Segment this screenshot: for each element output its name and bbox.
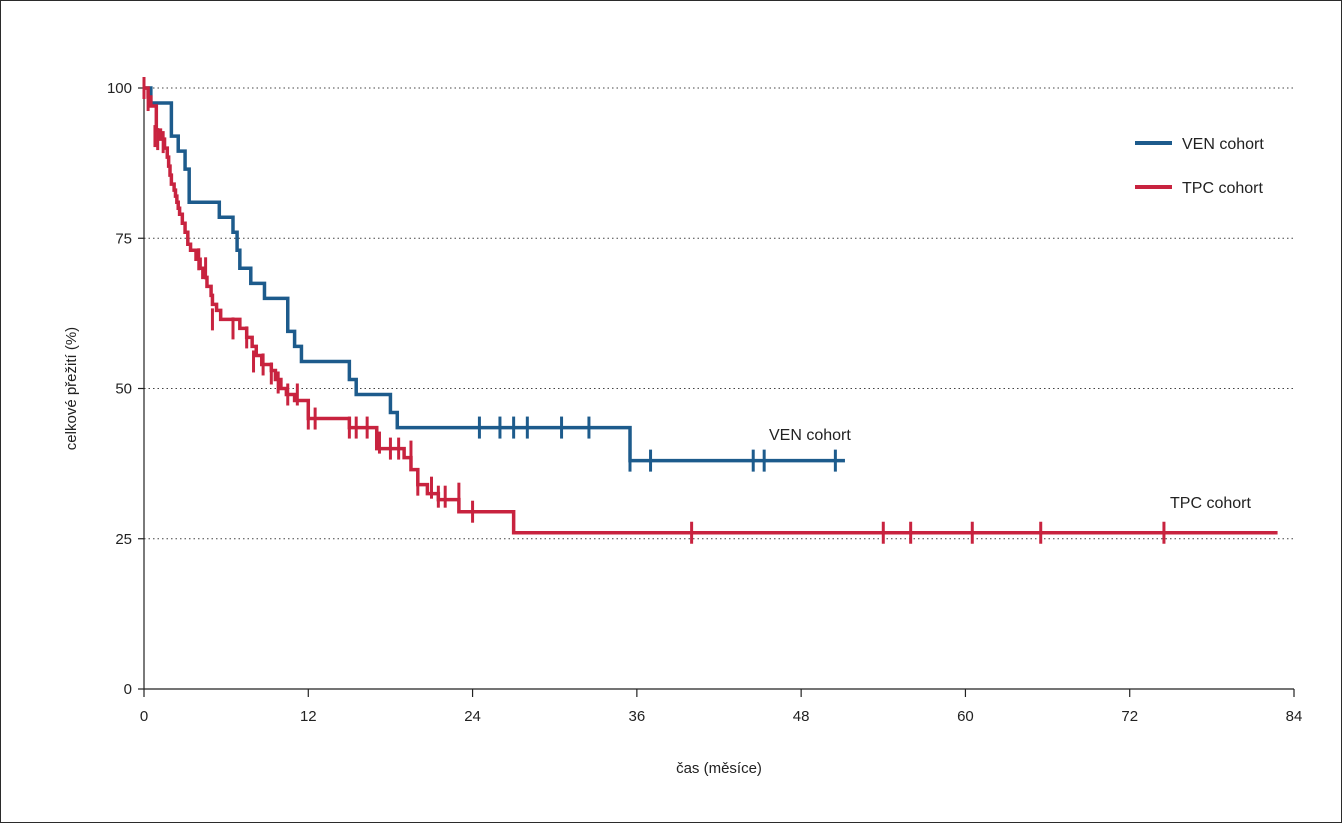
survival-curve-ven (144, 86, 845, 463)
x-tick-label-12: 12 (300, 708, 317, 725)
y-tick-label-25: 25 (115, 531, 132, 548)
legend-label-tpc: TPC cohort (1182, 180, 1263, 197)
y-axis-title: celkové přežití (%) (63, 327, 80, 450)
x-tick-label-0: 0 (140, 708, 148, 725)
annotation-ven: VEN cohort (769, 427, 851, 444)
axes (143, 80, 1294, 690)
legend: VEN cohort TPC cohort (1135, 136, 1264, 197)
series-ven (144, 86, 845, 472)
y-tick-label-0: 0 (124, 681, 132, 698)
x-tick-label-72: 72 (1121, 708, 1138, 725)
y-tick-label-100: 100 (107, 80, 132, 97)
series-tpc (142, 77, 1278, 544)
legend-label-ven: VEN cohort (1182, 136, 1264, 153)
annotation-tpc: TPC cohort (1170, 495, 1251, 512)
survival-curve-tpc (144, 86, 1278, 535)
x-tick-label-48: 48 (793, 708, 810, 725)
y-tick-label-75: 75 (115, 230, 132, 247)
x-tick-label-84: 84 (1286, 708, 1303, 725)
gridlines (144, 87, 1294, 540)
x-axis-title: čas (měsíce) (676, 760, 762, 777)
series-layer (142, 77, 1278, 544)
x-tick-label-60: 60 (957, 708, 974, 725)
x-tick-label-36: 36 (629, 708, 646, 725)
ticks: 0 25 50 75 100 0 12 24 36 48 60 72 84 (107, 80, 1302, 725)
y-tick-label-50: 50 (115, 381, 132, 398)
x-tick-label-24: 24 (464, 708, 481, 725)
